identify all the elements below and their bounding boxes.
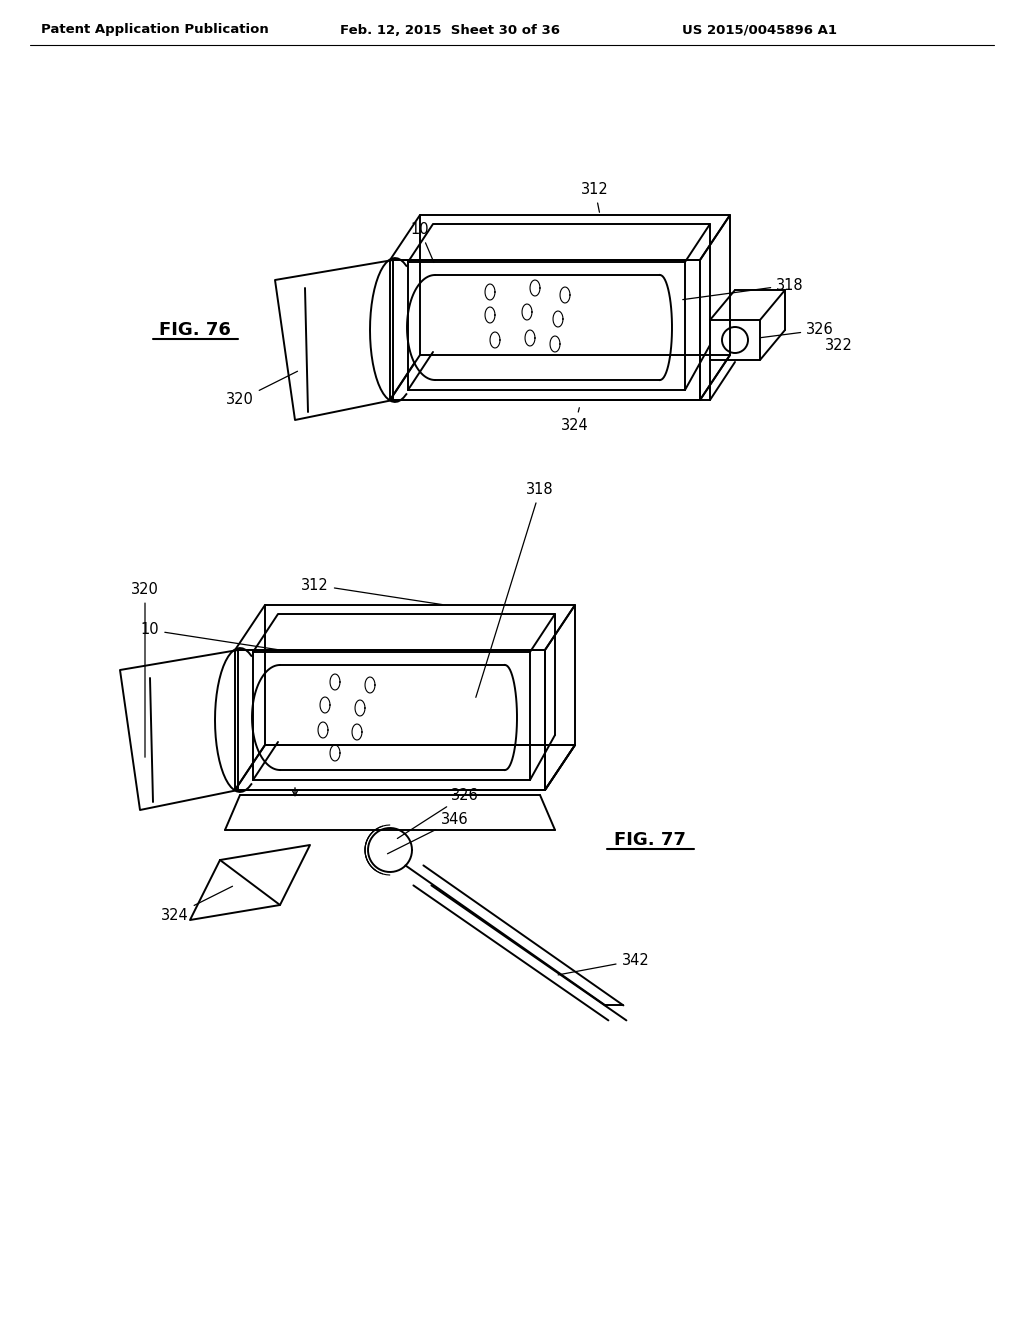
Text: 322: 322 [825, 338, 853, 352]
Text: 312: 312 [582, 182, 609, 213]
Text: FIG. 76: FIG. 76 [159, 321, 231, 339]
Text: 318: 318 [683, 277, 804, 300]
Text: 326: 326 [397, 788, 479, 838]
Text: US 2015/0045896 A1: US 2015/0045896 A1 [683, 24, 838, 37]
Text: 312: 312 [301, 578, 442, 605]
Text: 320: 320 [226, 371, 298, 408]
Text: 320: 320 [131, 582, 159, 758]
Text: 10: 10 [140, 623, 278, 649]
Text: FIG. 77: FIG. 77 [614, 832, 686, 849]
Text: Patent Application Publication: Patent Application Publication [41, 24, 269, 37]
Text: 326: 326 [761, 322, 834, 338]
Text: 318: 318 [476, 483, 554, 697]
Text: 324: 324 [161, 886, 232, 923]
Text: 342: 342 [558, 953, 649, 975]
Text: 324: 324 [561, 408, 589, 433]
Text: Feb. 12, 2015  Sheet 30 of 36: Feb. 12, 2015 Sheet 30 of 36 [340, 24, 560, 37]
Text: 346: 346 [387, 813, 469, 854]
Text: 10: 10 [411, 223, 434, 263]
